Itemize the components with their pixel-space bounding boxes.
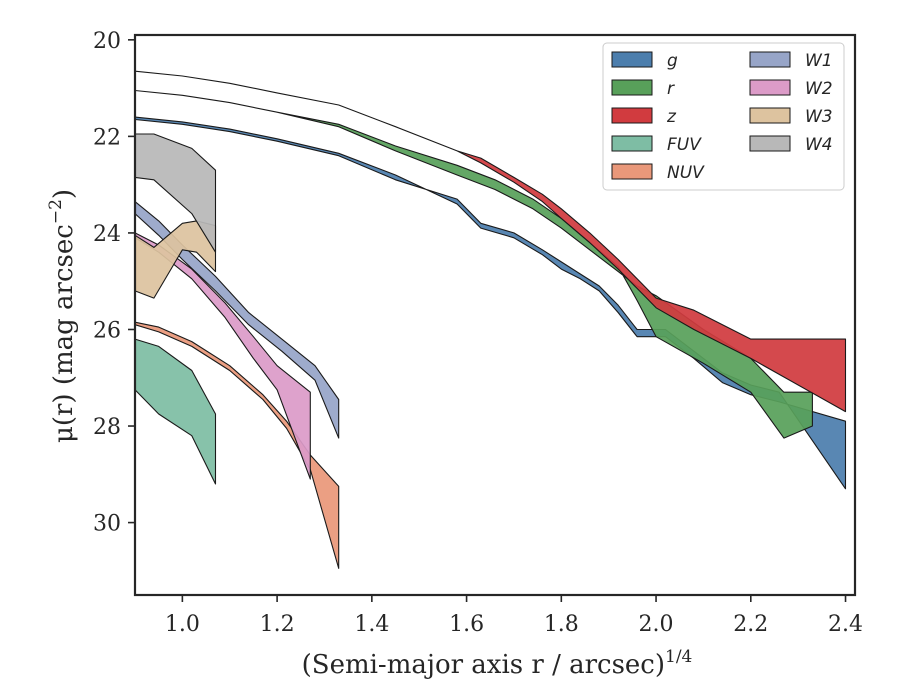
legend-label-g: g <box>667 51 678 71</box>
legend-swatch-nuv <box>611 163 653 180</box>
band-w4 <box>134 133 217 253</box>
y-tick-label: 24 <box>93 222 121 247</box>
y-tick-label: 28 <box>93 415 121 440</box>
x-tick-label: 1.6 <box>449 612 484 637</box>
legend-label-w1: W1 <box>805 51 833 71</box>
x-axis-label: (Semi-major axis r / arcsec)1/4 <box>302 647 693 680</box>
x-tick-label: 1.0 <box>165 612 200 637</box>
legend-swatch-g <box>611 51 653 68</box>
legend-swatch-fuv <box>611 135 653 152</box>
x-tick-label: 1.4 <box>354 612 389 637</box>
legend-swatch-w3 <box>749 107 791 124</box>
legend-swatch-w2 <box>749 79 791 96</box>
legend-label-z: z <box>666 107 677 127</box>
profile-bands <box>134 70 847 569</box>
legend-label-nuv: NUV <box>667 163 705 183</box>
legend-swatch-w4 <box>749 135 791 152</box>
x-tick-label: 1.2 <box>260 612 295 637</box>
legend-label-w3: W3 <box>805 107 833 127</box>
plot-frame <box>133 33 857 597</box>
y-tick-label: 20 <box>93 29 121 54</box>
band-w3 <box>134 220 217 299</box>
legend-label-r: r <box>667 79 675 99</box>
legend: grz FUV NUV W1 W2 W3 W4 <box>602 42 845 191</box>
y-tick-label: 22 <box>93 125 121 150</box>
band-z <box>134 70 847 413</box>
band-g <box>134 116 847 490</box>
legend-swatch-r <box>611 79 653 96</box>
band-fuv <box>134 338 217 485</box>
legend-label-fuv: FUV <box>667 135 702 155</box>
y-axis-ticks: 20 22 24 26 28 30 <box>93 29 135 537</box>
y-axis-label: μ(r) (mag arcsec−2) <box>46 189 79 443</box>
legend-swatch-z <box>611 107 653 124</box>
y-tick-label: 26 <box>93 318 121 343</box>
band-r <box>134 89 813 439</box>
y-tick-label: 30 <box>93 512 121 537</box>
legend-label-w2: W2 <box>805 79 833 99</box>
x-tick-label: 2.2 <box>733 612 768 637</box>
legend-swatch-w1 <box>749 51 791 68</box>
legend-label-w4: W4 <box>805 135 833 155</box>
x-tick-label: 1.8 <box>544 612 579 637</box>
x-axis-ticks: 1.0 1.2 1.4 1.6 1.8 2.0 2.2 2.4 <box>165 595 863 637</box>
x-tick-label: 2.4 <box>828 612 863 637</box>
x-tick-label: 2.0 <box>639 612 674 637</box>
